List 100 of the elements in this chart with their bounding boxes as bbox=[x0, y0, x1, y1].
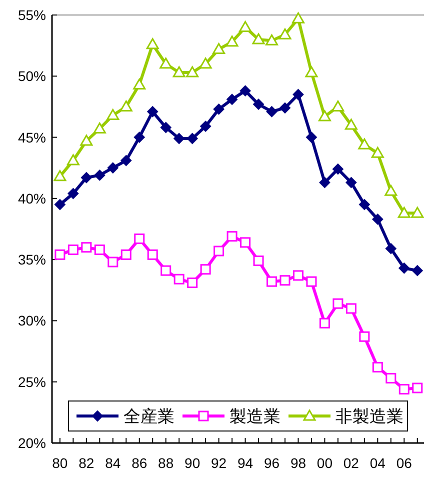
point bbox=[386, 372, 396, 384]
point bbox=[306, 132, 317, 143]
point bbox=[160, 58, 172, 69]
x-tick-label: 02 bbox=[343, 455, 360, 471]
point bbox=[278, 28, 292, 40]
legend-label: 全産業 bbox=[124, 407, 174, 426]
point bbox=[346, 177, 357, 188]
point bbox=[332, 100, 344, 112]
y-tick-label: 30% bbox=[18, 312, 46, 329]
x-tick-label: 94 bbox=[237, 455, 254, 471]
x-tick-label: 86 bbox=[132, 455, 148, 471]
x-tick-label: 04 bbox=[370, 455, 386, 471]
point bbox=[319, 318, 330, 328]
point bbox=[372, 214, 384, 225]
x-tick-label: 00 bbox=[316, 455, 333, 471]
point bbox=[93, 122, 106, 134]
point bbox=[292, 270, 304, 281]
point bbox=[108, 256, 118, 268]
point bbox=[81, 242, 92, 253]
point bbox=[240, 237, 251, 248]
point bbox=[412, 382, 423, 394]
point bbox=[107, 162, 118, 174]
point bbox=[94, 244, 105, 256]
point bbox=[120, 100, 132, 112]
point bbox=[384, 184, 398, 196]
point bbox=[398, 206, 410, 218]
point bbox=[372, 362, 383, 372]
point bbox=[359, 331, 370, 342]
point bbox=[106, 109, 120, 120]
x-tick-label: 82 bbox=[78, 455, 94, 471]
point bbox=[305, 66, 318, 78]
x-tick-label: 80 bbox=[52, 455, 68, 471]
point bbox=[133, 78, 146, 90]
point bbox=[398, 384, 410, 394]
point bbox=[279, 102, 290, 114]
point bbox=[214, 246, 224, 256]
y-tick-label: 55% bbox=[18, 7, 46, 23]
point bbox=[68, 188, 79, 200]
point bbox=[358, 138, 371, 150]
point bbox=[332, 298, 344, 309]
point bbox=[147, 249, 158, 260]
point bbox=[80, 134, 93, 146]
point bbox=[212, 42, 226, 54]
point bbox=[134, 234, 145, 244]
y-tick-label: 45% bbox=[18, 129, 46, 146]
point bbox=[54, 249, 66, 260]
point bbox=[94, 170, 106, 181]
point bbox=[199, 58, 212, 69]
point bbox=[344, 118, 358, 130]
point bbox=[306, 276, 317, 287]
point bbox=[54, 199, 66, 210]
point bbox=[385, 243, 396, 254]
point bbox=[68, 244, 78, 256]
point bbox=[266, 34, 278, 46]
point bbox=[371, 146, 384, 158]
point bbox=[346, 303, 356, 314]
point bbox=[187, 278, 198, 288]
point bbox=[292, 88, 304, 100]
point bbox=[266, 276, 278, 287]
point bbox=[358, 199, 370, 210]
x-tick-label: 88 bbox=[158, 455, 174, 471]
point bbox=[226, 36, 238, 47]
x-tick-label: 92 bbox=[211, 455, 227, 471]
point bbox=[240, 85, 251, 96]
point bbox=[80, 172, 92, 184]
point bbox=[120, 155, 132, 166]
point bbox=[172, 66, 186, 78]
point bbox=[186, 66, 199, 78]
point bbox=[226, 231, 238, 242]
y-tick-label: 20% bbox=[18, 435, 46, 451]
point bbox=[292, 12, 304, 24]
point bbox=[266, 106, 278, 118]
point bbox=[186, 133, 198, 144]
point bbox=[134, 132, 145, 143]
point bbox=[200, 264, 211, 275]
x-tick-label: 90 bbox=[184, 455, 200, 471]
y-tick-label: 25% bbox=[18, 374, 46, 390]
point bbox=[120, 249, 132, 260]
point bbox=[253, 256, 264, 266]
point bbox=[54, 170, 66, 182]
point bbox=[412, 265, 423, 276]
legend-label: 非製造業 bbox=[336, 407, 404, 426]
point bbox=[319, 177, 330, 188]
point bbox=[174, 133, 185, 144]
legend-label: 製造業 bbox=[230, 407, 280, 426]
point bbox=[253, 98, 264, 110]
x-tick-label: 06 bbox=[396, 455, 412, 471]
point bbox=[160, 122, 172, 134]
point bbox=[239, 20, 252, 32]
y-tick-label: 40% bbox=[18, 190, 46, 206]
point bbox=[280, 275, 290, 286]
point bbox=[174, 274, 184, 284]
point bbox=[66, 154, 80, 166]
point bbox=[147, 106, 158, 118]
point bbox=[398, 262, 410, 274]
x-tick-label: 98 bbox=[290, 455, 306, 471]
x-tick-label: 96 bbox=[264, 455, 280, 471]
point bbox=[318, 110, 331, 122]
point bbox=[160, 265, 172, 276]
point bbox=[200, 120, 212, 132]
